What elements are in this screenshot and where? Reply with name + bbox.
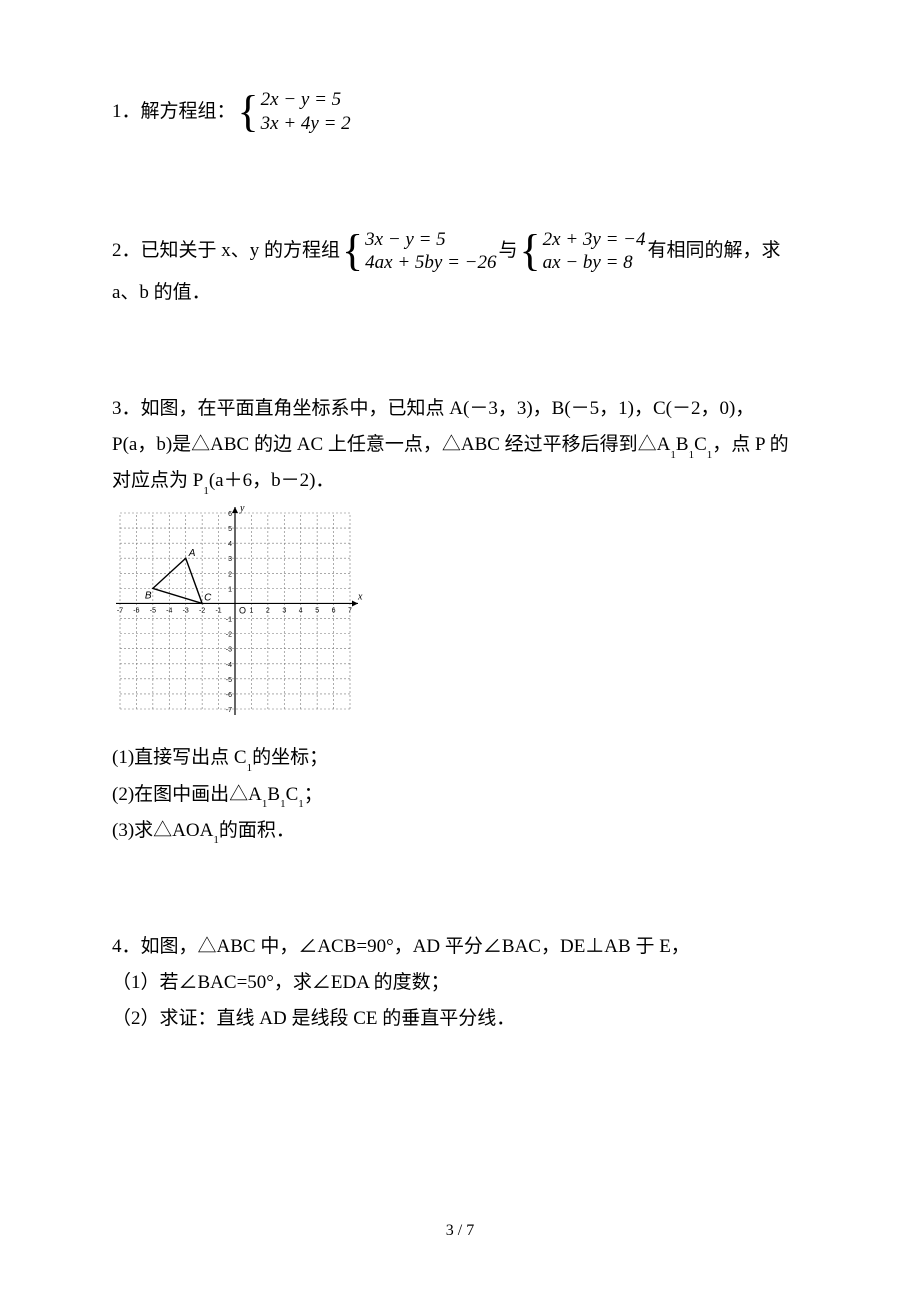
sub-1: 1	[213, 834, 219, 846]
p4-line1: 如图，△ABC 中，∠ACB=90°，AD 平分∠BAC，DE⊥AB 于 E，	[141, 936, 690, 957]
p3-q1b: 的坐标；	[252, 747, 328, 768]
page-number: 3 / 7	[0, 1216, 920, 1246]
p2-mid: 与	[499, 233, 518, 269]
sub-1: 1	[262, 798, 268, 810]
p2-line2: a、b 的值．	[112, 275, 808, 311]
sub-1: 1	[298, 798, 304, 810]
p2-pre: 已知关于 x、y 的方程组	[141, 233, 341, 269]
p2-system-1: { 3x − y = 5 4ax + 5by = −26	[342, 228, 496, 276]
problem-4: 4．如图，△ABC 中，∠ACB=90°，AD 平分∠BAC，DE⊥AB 于 E…	[112, 929, 808, 1037]
svg-text:-2: -2	[226, 632, 232, 639]
p2-system-2: { 2x + 3y = −4 ax − by = 8	[520, 228, 646, 276]
svg-text:6: 6	[332, 608, 336, 615]
p2-s2-eq1: 2x + 3y = −4	[543, 228, 646, 252]
svg-text:-2: -2	[199, 608, 205, 615]
p3-line3a: 对应点为 P	[112, 470, 203, 491]
p3-q2d: ；	[304, 784, 323, 805]
p3-line2d: ，点 P 的	[712, 434, 788, 455]
svg-text:-7: -7	[226, 707, 232, 714]
p4-q1: （1）若∠BAC=50°，求∠EDA 的度数；	[112, 965, 808, 1001]
problem-4-number: 4．	[112, 936, 141, 957]
p2-s1-eq2: 4ax + 5by = −26	[365, 251, 496, 275]
sub-1: 1	[670, 449, 676, 461]
svg-text:C: C	[204, 593, 212, 604]
svg-text:7: 7	[348, 608, 352, 615]
svg-text:3: 3	[228, 557, 232, 564]
svg-text:-5: -5	[150, 608, 156, 615]
svg-text:5: 5	[228, 526, 232, 533]
svg-text:-6: -6	[226, 692, 232, 699]
p3-line2c: C	[694, 434, 707, 455]
coordinate-grid-image: -7 -6 -5 -4 -3 -2 -1 1 2 3 4 5 6 7 -7 -6 -5 -4 -3 -2 -1 1 2 3 4 5…	[112, 505, 364, 719]
p3-q2c: C	[286, 784, 299, 805]
brace-icon: {	[342, 228, 365, 276]
svg-text:4: 4	[299, 608, 303, 615]
sub-1: 1	[689, 449, 695, 461]
svg-text:3: 3	[282, 608, 286, 615]
svg-text:5: 5	[315, 608, 319, 615]
svg-text:2: 2	[266, 608, 270, 615]
problem-1-system: { 2x − y = 5 3x + 4y = 2	[238, 88, 351, 136]
problem-3-number: 3．	[112, 398, 141, 419]
problem-1-label: 解方程组：	[141, 94, 236, 130]
svg-text:-3: -3	[226, 647, 232, 654]
sub-1: 1	[707, 449, 713, 461]
sub-1: 1	[203, 485, 209, 497]
svg-text:y: y	[239, 505, 245, 514]
svg-text:-6: -6	[133, 608, 139, 615]
svg-text:2: 2	[228, 572, 232, 579]
p2-post: 有相同的解，求	[647, 233, 780, 269]
p1-eq1: 2x − y = 5	[261, 88, 351, 112]
svg-text:-1: -1	[226, 617, 232, 624]
svg-text:-4: -4	[166, 608, 172, 615]
p3-line2b: B	[676, 434, 689, 455]
problem-2-number: 2．	[112, 233, 141, 269]
problem-3: 3．如图，在平面直角坐标系中，已知点 A(－3，3)，B(－5，1)，C(－2，…	[112, 391, 808, 849]
p3-q2b: B	[267, 784, 280, 805]
svg-text:-1: -1	[215, 608, 221, 615]
p4-q2: （2）求证：直线 AD 是线段 CE 的垂直平分线．	[112, 1001, 808, 1037]
svg-text:-4: -4	[226, 662, 232, 669]
page: 1． 解方程组： { 2x − y = 5 3x + 4y = 2 2． 已知关…	[0, 0, 920, 1302]
svg-text:O: O	[239, 606, 246, 616]
p3-q3a: (3)求△AOA	[112, 820, 213, 841]
p3-q3b: 的面积．	[219, 820, 295, 841]
svg-text:A: A	[188, 549, 196, 560]
p2-s2-eq2: ax − by = 8	[543, 251, 646, 275]
svg-text:-7: -7	[117, 608, 123, 615]
sub-1: 1	[280, 798, 286, 810]
svg-text:B: B	[145, 591, 152, 602]
svg-text:-5: -5	[226, 677, 232, 684]
p1-eq2: 3x + 4y = 2	[261, 112, 351, 136]
problem-1-number: 1．	[112, 94, 141, 130]
svg-text:4: 4	[228, 542, 232, 549]
p2-s1-eq1: 3x − y = 5	[365, 228, 496, 252]
p3-line1: 如图，在平面直角坐标系中，已知点 A(－3，3)，B(－5，1)，C(－2，0)…	[141, 398, 755, 419]
brace-icon: {	[520, 228, 543, 276]
brace-icon: {	[238, 88, 261, 136]
svg-text:1: 1	[228, 587, 232, 594]
svg-text:x: x	[357, 592, 363, 603]
svg-text:1: 1	[249, 608, 253, 615]
sub-1: 1	[247, 762, 253, 774]
p3-graph: -7 -6 -5 -4 -3 -2 -1 1 2 3 4 5 6 7 -7 -6 -5 -4 -3 -2 -1 1 2 3 4 5…	[112, 505, 808, 732]
problem-1: 1． 解方程组： { 2x − y = 5 3x + 4y = 2	[112, 88, 808, 136]
p3-line3b: (a＋6，b－2)．	[209, 470, 335, 491]
p3-line2a: P(a，b)是△ABC 的边 AC 上任意一点，△ABC 经过平移后得到△A	[112, 434, 670, 455]
p3-q1a: (1)直接写出点 C	[112, 747, 247, 768]
problem-2: 2． 已知关于 x、y 的方程组 { 3x − y = 5 4ax + 5by …	[112, 228, 808, 312]
svg-text:-3: -3	[183, 608, 189, 615]
svg-text:6: 6	[228, 511, 232, 518]
p3-q2a: (2)在图中画出△A	[112, 784, 262, 805]
